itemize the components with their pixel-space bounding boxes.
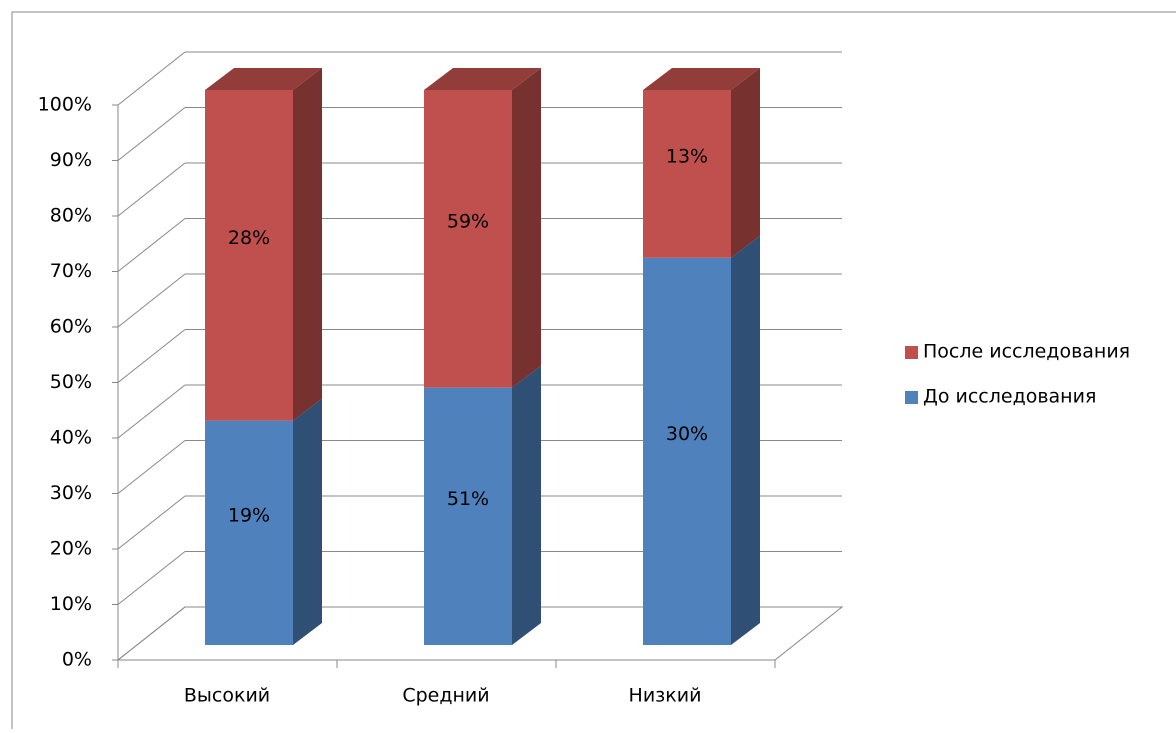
grid-line [117, 273, 186, 328]
y-tick-label: 70% [50, 260, 92, 282]
data-label: 19% [228, 504, 270, 526]
y-tick-label: 30% [50, 482, 92, 504]
bar-side [731, 235, 760, 645]
data-label: 59% [447, 210, 489, 232]
bar [205, 90, 293, 421]
bar [643, 90, 731, 258]
bar-side [512, 68, 541, 388]
bar-side [512, 365, 541, 645]
grid-line [117, 329, 186, 383]
bar [424, 387, 512, 645]
y-tick-label: 20% [50, 538, 92, 560]
data-label: 51% [447, 488, 489, 510]
grid-line [117, 495, 186, 550]
x-tick-label: Высокий [184, 685, 270, 707]
y-tick-label: 80% [50, 205, 92, 227]
legend-swatch [905, 391, 918, 404]
bar-side [293, 68, 322, 421]
y-tick-label: 90% [50, 149, 92, 171]
bar [643, 257, 731, 645]
bar [424, 90, 512, 388]
data-label: 28% [228, 227, 270, 249]
y-tick-label: 10% [50, 593, 92, 615]
legend-swatch [905, 346, 918, 359]
grid-line [117, 551, 186, 605]
bar [205, 420, 293, 645]
grid-line [117, 162, 186, 217]
y-tick-label: 40% [50, 427, 92, 449]
grid-line [117, 384, 186, 439]
bar-side [731, 68, 760, 258]
legend-label: До исследования [923, 386, 1096, 408]
bar-side [293, 398, 322, 645]
bar-top [205, 68, 322, 90]
y-tick-label: 50% [50, 371, 92, 393]
grid-line [117, 440, 186, 494]
chart-border [11, 11, 1176, 733]
grid-line [117, 51, 186, 106]
data-label: 30% [666, 423, 708, 445]
data-label: 13% [666, 145, 708, 167]
x-tick-label: Средний [402, 685, 489, 707]
y-tick-label: 60% [50, 316, 92, 338]
legend-label: После исследования [923, 341, 1130, 363]
bar-top [643, 68, 760, 90]
x-tick-label: Низкий [629, 685, 702, 707]
y-tick-label: 100% [38, 94, 92, 116]
grid-line [117, 107, 186, 161]
y-tick-label: 0% [62, 649, 92, 671]
grid-line [117, 606, 186, 661]
grid-line [117, 218, 186, 272]
bar-top [424, 68, 541, 90]
